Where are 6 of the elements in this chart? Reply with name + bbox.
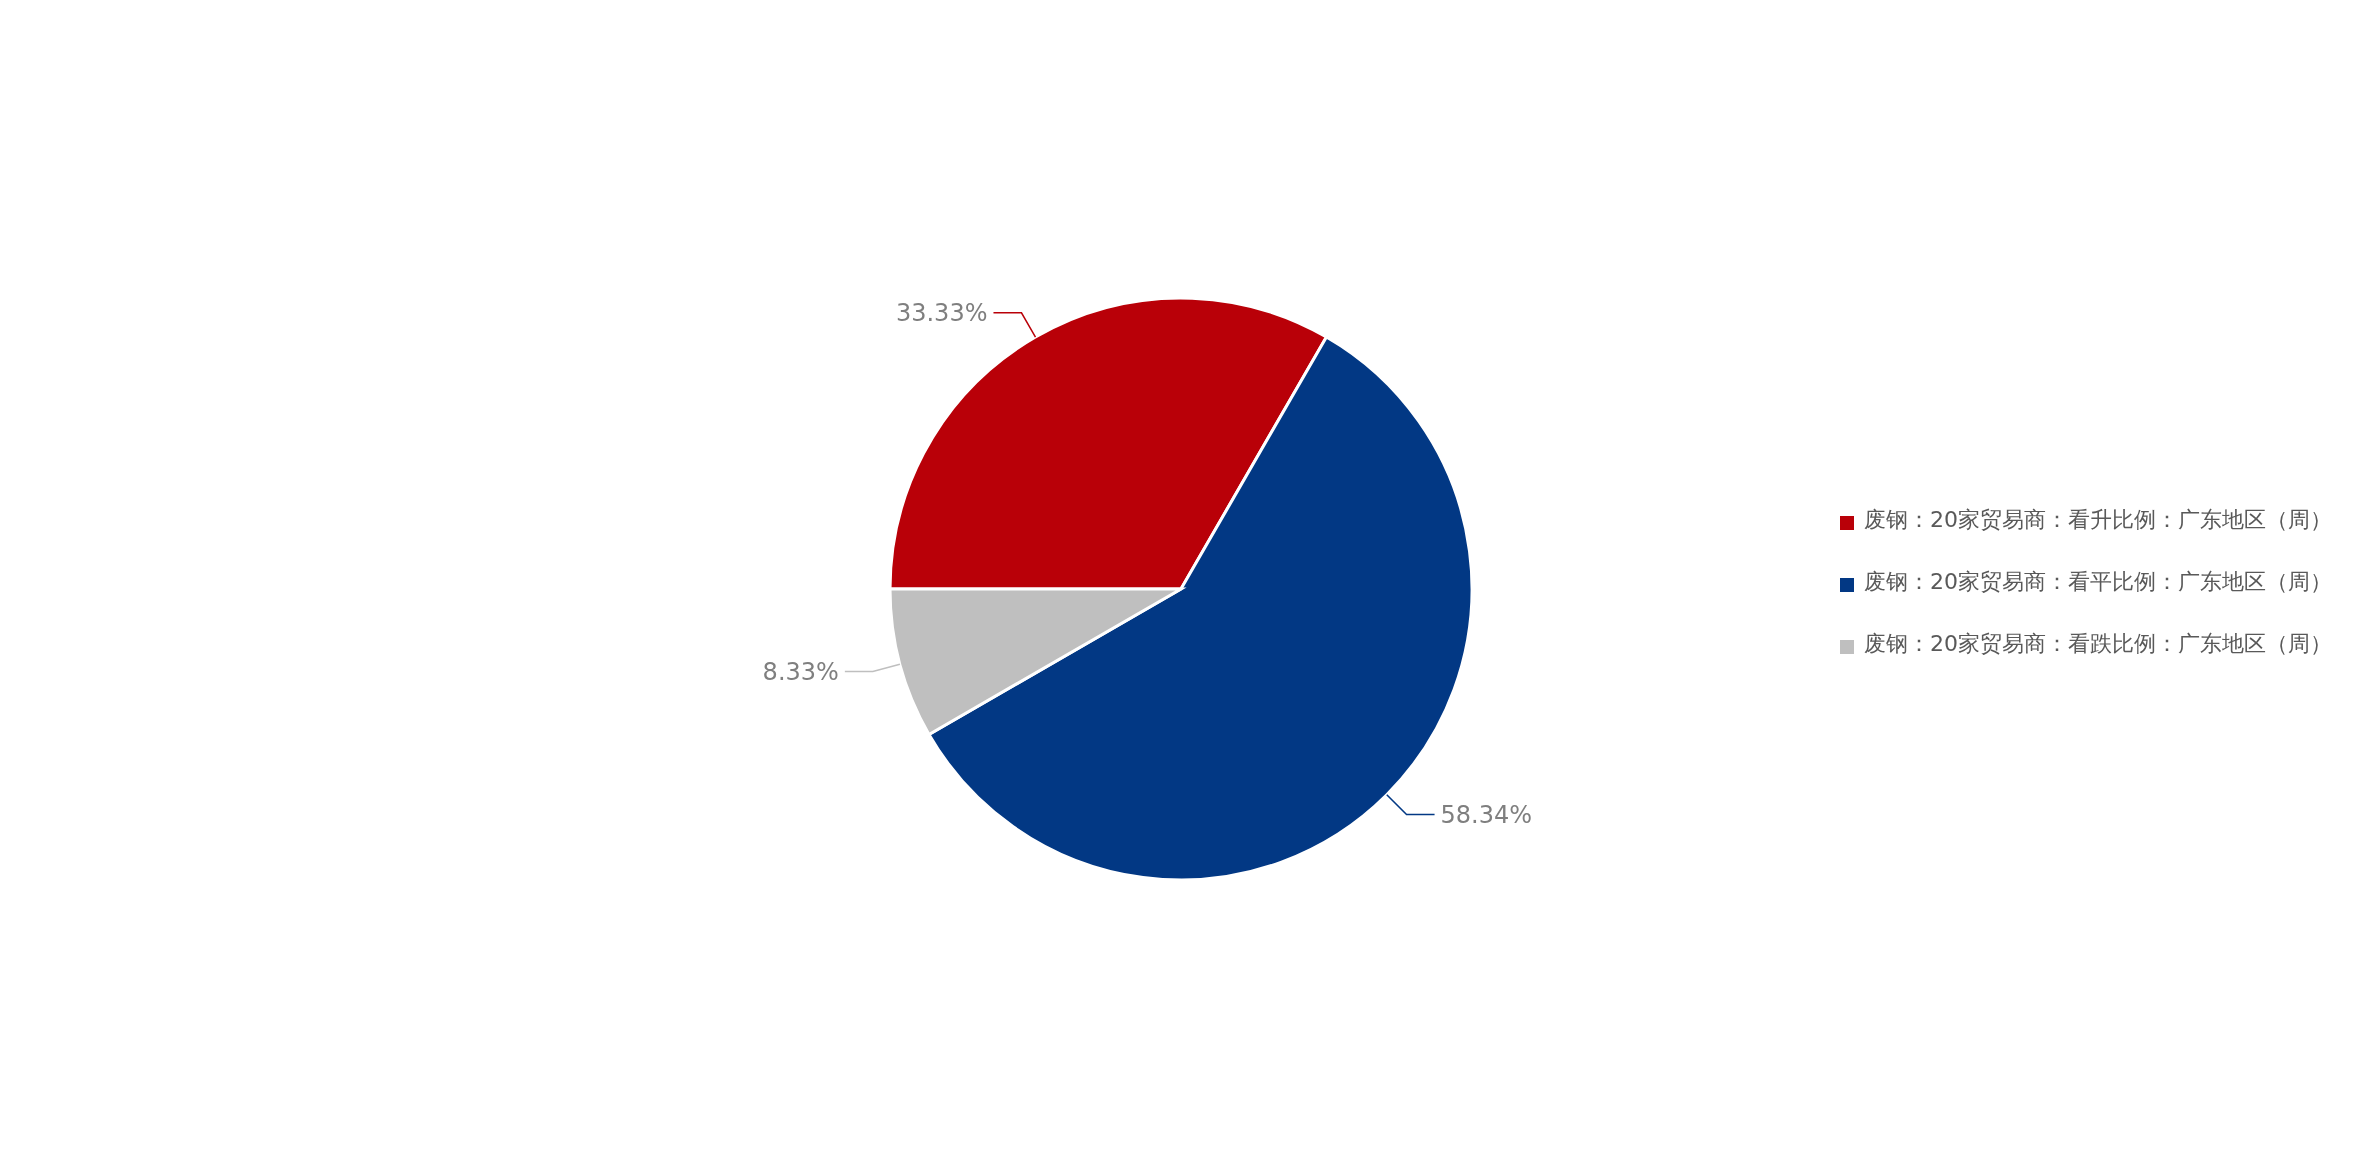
data-label: 8.33%: [762, 657, 839, 686]
legend-label: 废钢：20家贸易商：看跌比例：广东地区（周）: [1864, 631, 2332, 656]
legend-label: 废钢：20家贸易商：看平比例：广东地区（周）: [1864, 569, 2332, 594]
legend-label: 废钢：20家贸易商：看升比例：广东地区（周）: [1864, 507, 2332, 532]
data-label: 33.33%: [895, 299, 988, 328]
data-label: 58.34%: [1440, 800, 1533, 829]
